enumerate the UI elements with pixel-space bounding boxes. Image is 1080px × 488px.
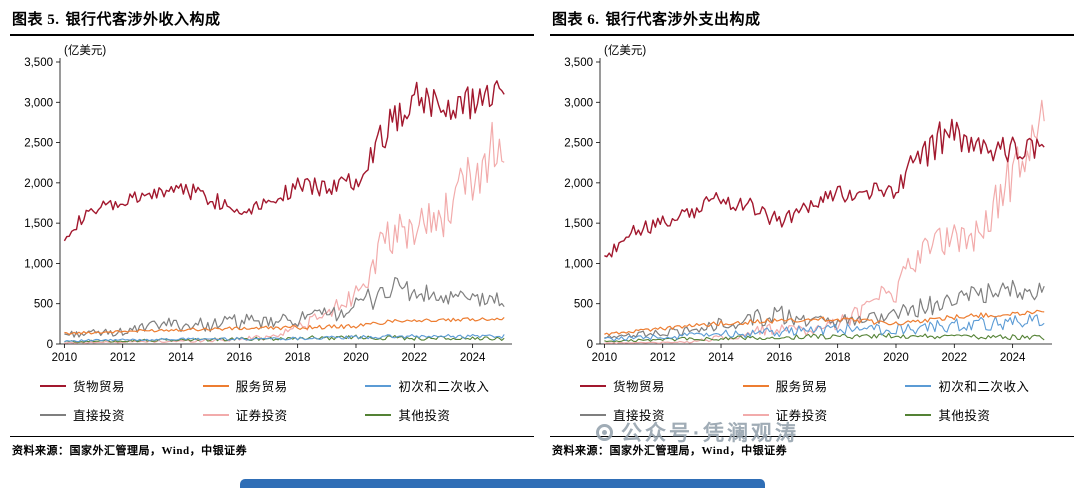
- legend-label: 初次和二次收入: [938, 380, 1030, 394]
- bottom-blue-bar: [240, 479, 765, 488]
- svg-text:(亿美元): (亿美元): [604, 43, 646, 57]
- svg-text:2018: 2018: [825, 352, 851, 364]
- legend-label: 其他投资: [938, 409, 991, 423]
- legend-label: 服务贸易: [235, 380, 288, 394]
- svg-text:2020: 2020: [343, 352, 369, 364]
- panel-title-prefix: 图表 5.: [12, 12, 60, 28]
- panel-title-text: 银行代客涉外收入构成: [65, 12, 221, 28]
- svg-text:2024: 2024: [460, 352, 486, 364]
- svg-text:0: 0: [47, 339, 53, 351]
- svg-text:0: 0: [587, 339, 593, 351]
- svg-text:2012: 2012: [110, 352, 136, 364]
- svg-text:2022: 2022: [402, 352, 428, 364]
- legend-line-swatch: [40, 384, 66, 387]
- legend-label: 服务贸易: [775, 380, 828, 394]
- svg-text:2020: 2020: [883, 352, 909, 364]
- legend-label: 证券投资: [775, 409, 828, 423]
- chart-panel-income: 图表 5. 银行代客涉外收入构成 0 500 1,000 1,500 2,000 2,500…: [10, 6, 534, 458]
- legend-line-swatch: [365, 384, 392, 387]
- svg-text:2010: 2010: [592, 352, 618, 364]
- source-note-expenditure: 资料来源：国家外汇管理局，Wind，中银证券: [550, 436, 1074, 458]
- svg-text:2016: 2016: [227, 352, 253, 364]
- legend-label: 直接投资: [73, 409, 126, 423]
- legend-line-swatch: [365, 413, 392, 416]
- legend-label: 货物贸易: [73, 380, 126, 394]
- svg-text:3,500: 3,500: [564, 57, 593, 69]
- svg-text:2,000: 2,000: [24, 178, 53, 190]
- svg-text:(亿美元): (亿美元): [64, 43, 106, 57]
- legend-label: 证券投资: [235, 409, 288, 423]
- svg-text:2016: 2016: [767, 352, 793, 364]
- legend-line-swatch: [742, 384, 769, 387]
- panel-title-income: 图表 5. 银行代客涉外收入构成: [10, 6, 534, 36]
- legend-item: 证券投资: [742, 405, 906, 424]
- income-line-chart: 0 500 1,000 1,500 2,000 2,500 3,000 3,500 2010 20…: [24, 43, 512, 364]
- expenditure-line-chart: 0 500 1,000 1,500 2,000 2,500 3,000 3,500 2010 20…: [564, 43, 1052, 364]
- legend-line-swatch: [202, 413, 229, 416]
- svg-text:2,000: 2,000: [564, 178, 593, 190]
- chart-area-expenditure: 0 500 1,000 1,500 2,000 2,500 3,000 3,500 2010 20…: [550, 40, 1074, 372]
- legend-label: 直接投资: [613, 409, 666, 423]
- svg-text:2014: 2014: [708, 352, 734, 364]
- chart-area-income: 0 500 1,000 1,500 2,000 2,500 3,000 3,500 2010 20…: [10, 40, 534, 372]
- svg-text:500: 500: [574, 299, 593, 311]
- svg-text:2,500: 2,500: [24, 138, 53, 150]
- svg-text:1,000: 1,000: [24, 258, 53, 270]
- legend-line-swatch: [40, 413, 66, 416]
- legend-expenditure: 货物贸易 服务贸易 初次和二次收入直接投资 证券投资 其他投资: [550, 374, 1074, 428]
- svg-text:2018: 2018: [285, 352, 311, 364]
- legend-item: 服务贸易: [202, 376, 366, 395]
- panel-title-prefix: 图表 6.: [552, 12, 600, 28]
- legend-item: 初次和二次收入: [905, 376, 1068, 395]
- svg-text:3,500: 3,500: [24, 57, 53, 69]
- legend-item: 直接投资: [40, 405, 203, 424]
- svg-text:1,500: 1,500: [564, 218, 593, 230]
- svg-text:1,500: 1,500: [24, 218, 53, 230]
- legend-label: 货物贸易: [613, 380, 666, 394]
- legend-line-swatch: [580, 413, 606, 416]
- svg-text:500: 500: [34, 299, 53, 311]
- svg-text:2024: 2024: [1000, 352, 1026, 364]
- panel-title-text: 银行代客涉外支出构成: [605, 12, 761, 28]
- legend-item: 服务贸易: [742, 376, 906, 395]
- svg-text:3,000: 3,000: [24, 97, 53, 109]
- svg-text:2010: 2010: [52, 352, 78, 364]
- svg-text:2,500: 2,500: [564, 138, 593, 150]
- svg-text:2014: 2014: [168, 352, 194, 364]
- legend-item: 货物贸易: [40, 376, 203, 395]
- legend-item: 其他投资: [905, 405, 1068, 424]
- source-note-income: 资料来源：国家外汇管理局，Wind，中银证券: [10, 436, 534, 458]
- legend-item: 货物贸易: [580, 376, 743, 395]
- svg-text:1,000: 1,000: [564, 258, 593, 270]
- legend-line-swatch: [905, 413, 932, 416]
- chart-panel-expenditure: 图表 6. 银行代客涉外支出构成 0 500 1,000 1,500 2,000 2,500…: [550, 6, 1074, 458]
- legend-line-swatch: [580, 384, 606, 387]
- legend-line-swatch: [202, 384, 229, 387]
- legend-line-swatch: [905, 384, 932, 387]
- panel-title-expenditure: 图表 6. 银行代客涉外支出构成: [550, 6, 1074, 36]
- legend-item: 证券投资: [202, 405, 366, 424]
- legend-item: 直接投资: [580, 405, 743, 424]
- legend-label: 其他投资: [398, 409, 451, 423]
- legend-label: 初次和二次收入: [398, 380, 490, 394]
- svg-text:2012: 2012: [650, 352, 676, 364]
- legend-item: 其他投资: [365, 405, 528, 424]
- legend-income: 货物贸易 服务贸易 初次和二次收入直接投资 证券投资 其他投资: [10, 374, 534, 428]
- legend-line-swatch: [742, 413, 769, 416]
- svg-text:2022: 2022: [942, 352, 968, 364]
- svg-text:3,000: 3,000: [564, 97, 593, 109]
- legend-item: 初次和二次收入: [365, 376, 528, 395]
